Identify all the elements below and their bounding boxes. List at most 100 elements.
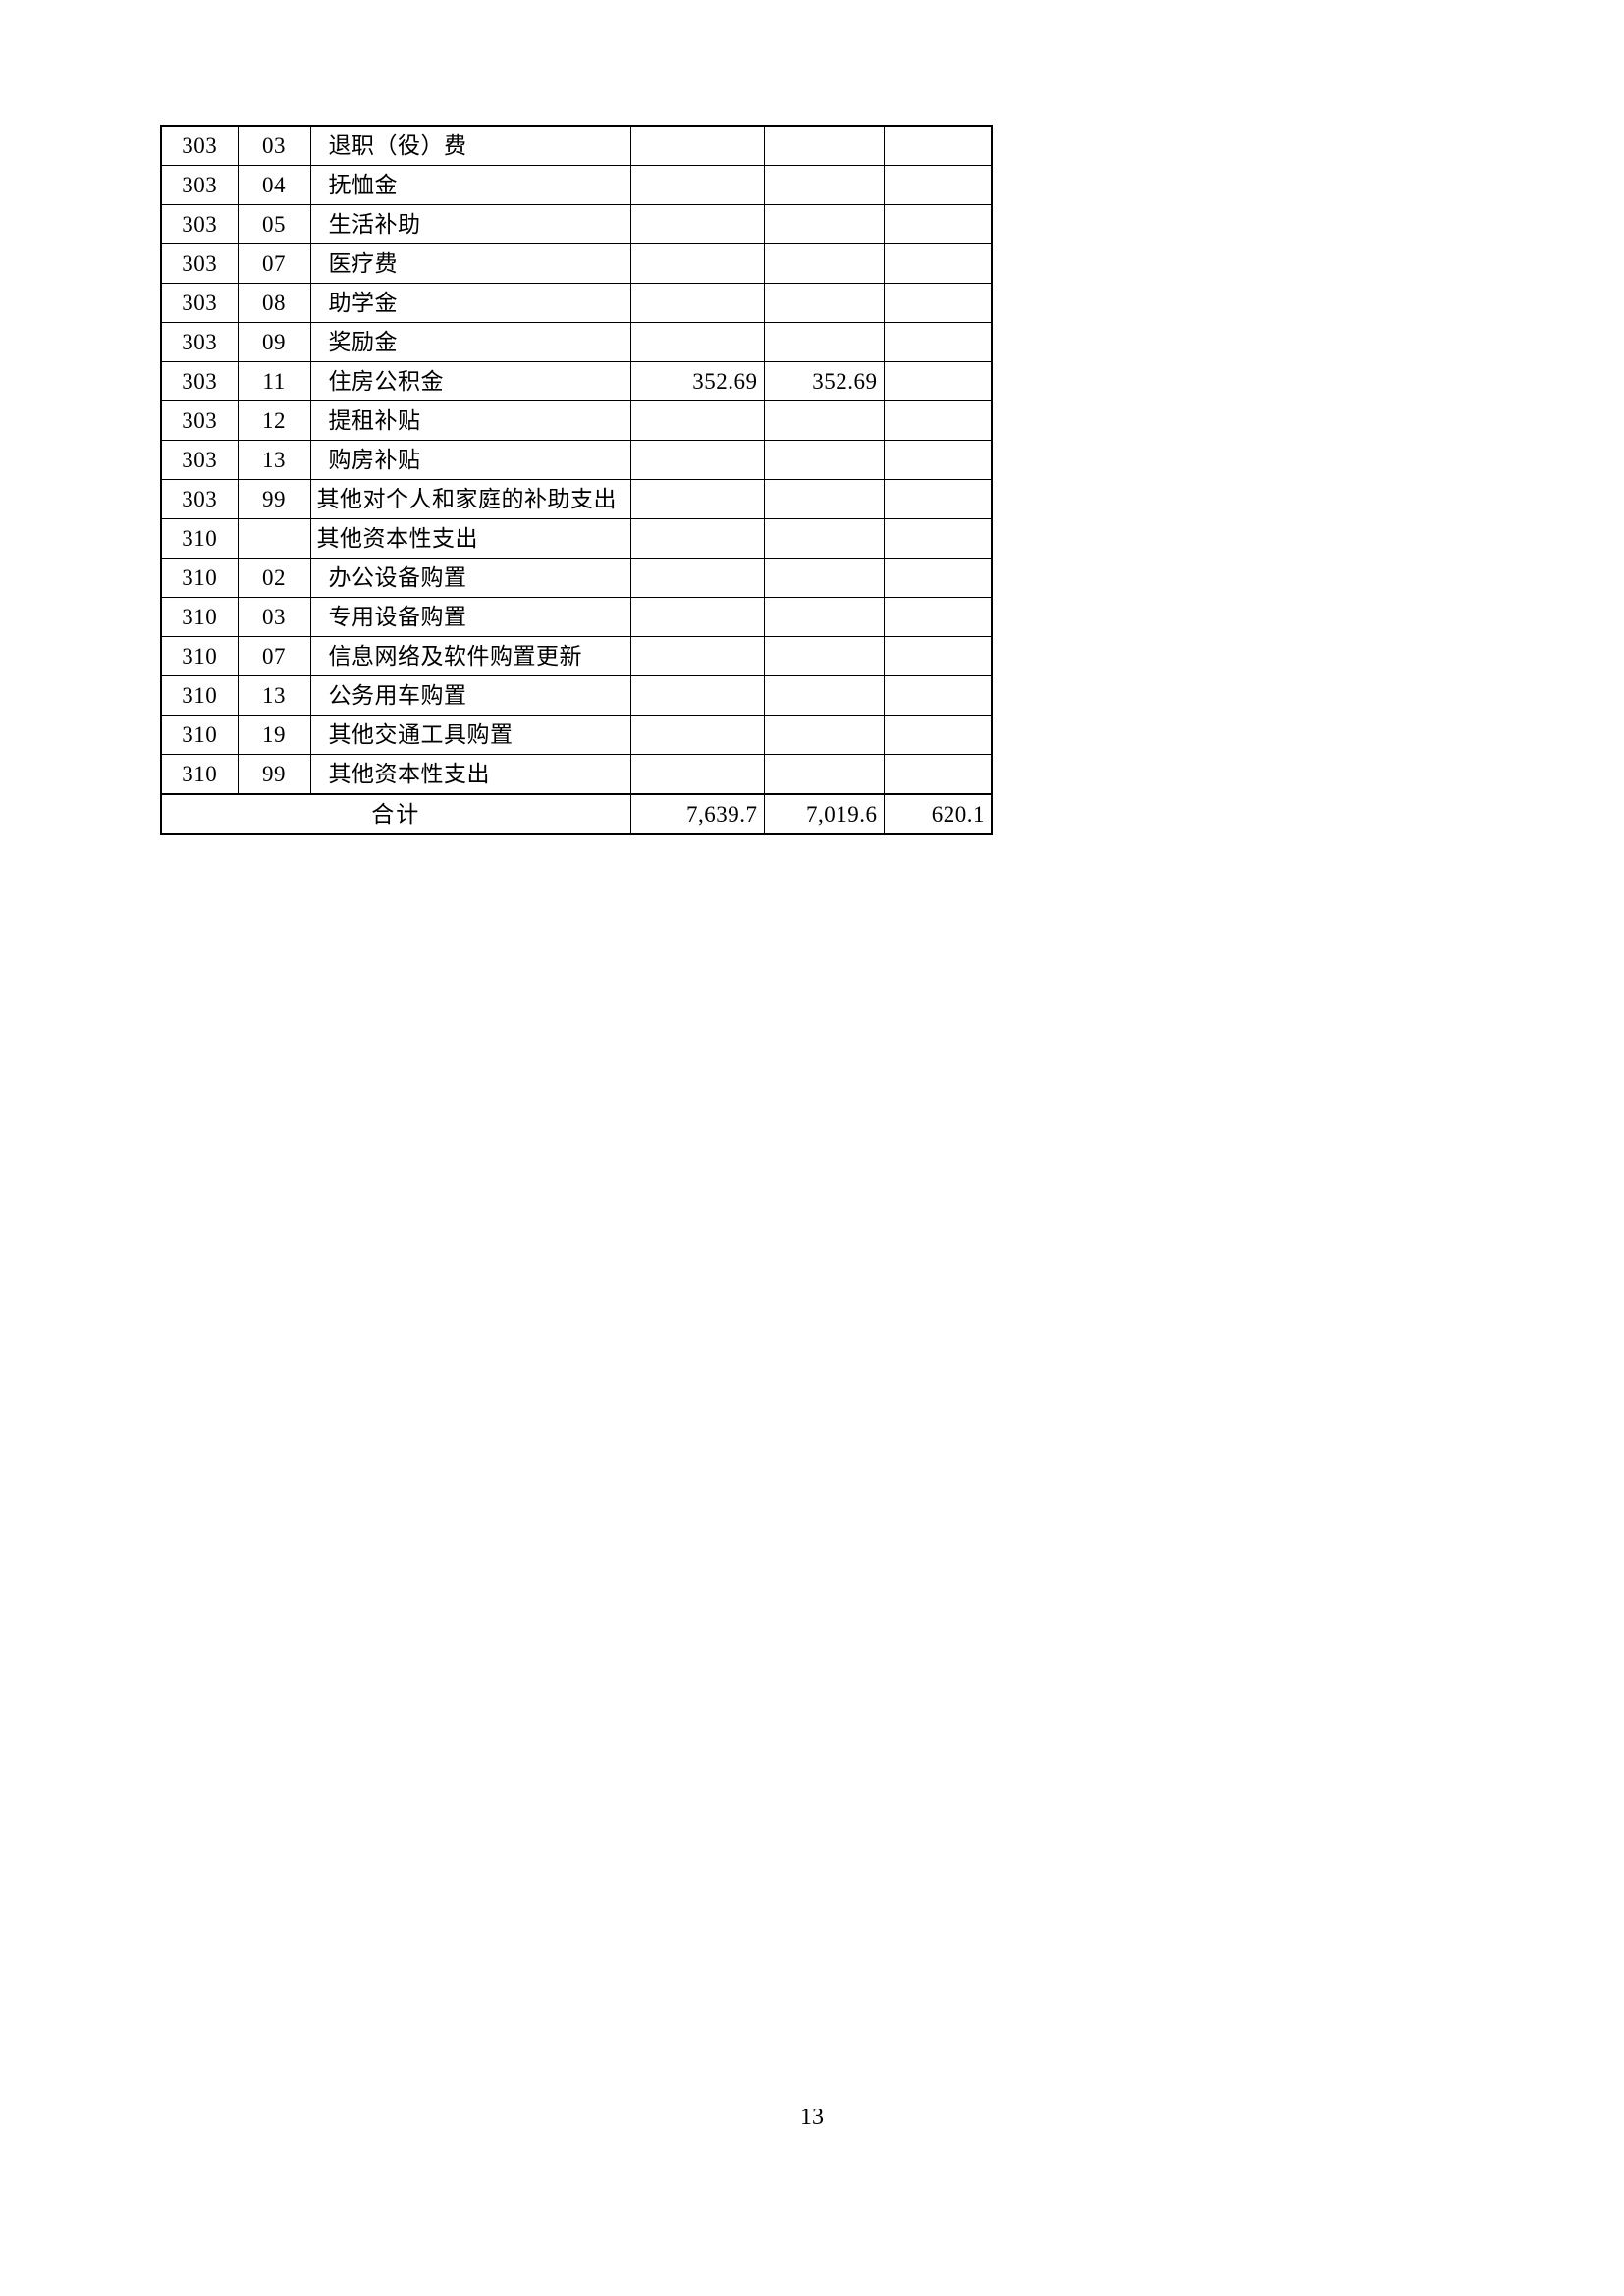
cell-code-sub: 07 <box>237 243 311 284</box>
cell-amount-total <box>629 715 765 755</box>
total-amount-total: 7,639.7 <box>629 793 765 835</box>
cell-code-sub: 19 <box>237 715 311 755</box>
cell-code-main: 310 <box>160 754 239 795</box>
cell-code-main: 310 <box>160 636 239 676</box>
cell-description: 购房补贴 <box>309 440 631 480</box>
cell-amount-col2 <box>763 322 885 362</box>
cell-code-main: 303 <box>160 361 239 401</box>
cell-amount-total <box>629 754 765 795</box>
table-row: 303 11 住房公积金 352.69 352.69 <box>160 361 993 401</box>
cell-description: 其他交通工具购置 <box>309 715 631 755</box>
cell-code-main: 310 <box>160 597 239 637</box>
cell-code-main: 310 <box>160 675 239 716</box>
cell-code-sub: 13 <box>237 440 311 480</box>
cell-amount-col2 <box>763 479 885 519</box>
table-total-row: 合计 7,639.7 7,019.6 620.1 <box>160 793 993 835</box>
table-row: 310 19 其他交通工具购置 <box>160 715 993 755</box>
cell-description: 其他资本性支出 <box>309 754 631 795</box>
table-row: 303 99 其他对个人和家庭的补助支出 <box>160 479 993 519</box>
cell-amount-col2 <box>763 243 885 284</box>
cell-code-sub: 07 <box>237 636 311 676</box>
cell-amount-total <box>629 675 765 716</box>
cell-code-main: 303 <box>160 440 239 480</box>
cell-amount-col3 <box>883 715 993 755</box>
cell-code-main: 303 <box>160 479 239 519</box>
cell-code-main: 303 <box>160 283 239 323</box>
cell-amount-col2 <box>763 558 885 598</box>
cell-description: 提租补贴 <box>309 400 631 441</box>
cell-description: 助学金 <box>309 283 631 323</box>
table-row: 303 07 医疗费 <box>160 243 993 284</box>
cell-amount-total <box>629 165 765 205</box>
cell-code-sub: 99 <box>237 754 311 795</box>
cell-code-sub: 12 <box>237 400 311 441</box>
cell-code-main: 303 <box>160 125 239 166</box>
cell-description: 奖励金 <box>309 322 631 362</box>
cell-description: 公务用车购置 <box>309 675 631 716</box>
cell-amount-total <box>629 322 765 362</box>
cell-amount-total <box>629 597 765 637</box>
cell-description: 信息网络及软件购置更新 <box>309 636 631 676</box>
table-row: 310 13 公务用车购置 <box>160 675 993 716</box>
cell-amount-col3 <box>883 322 993 362</box>
cell-code-main: 310 <box>160 715 239 755</box>
cell-amount-col2: 352.69 <box>763 361 885 401</box>
total-amount-col2: 7,019.6 <box>763 793 885 835</box>
cell-amount-col2 <box>763 204 885 244</box>
cell-amount-col3 <box>883 243 993 284</box>
cell-amount-col3 <box>883 518 993 559</box>
cell-amount-total: 352.69 <box>629 361 765 401</box>
cell-amount-col2 <box>763 440 885 480</box>
table-row: 303 08 助学金 <box>160 283 993 323</box>
cell-code-sub: 11 <box>237 361 311 401</box>
cell-amount-col3 <box>883 125 993 166</box>
cell-amount-total <box>629 518 765 559</box>
cell-amount-col2 <box>763 754 885 795</box>
cell-description: 办公设备购置 <box>309 558 631 598</box>
table-row: 303 05 生活补助 <box>160 204 993 244</box>
table-row: 303 09 奖励金 <box>160 322 993 362</box>
table-row: 310 03 专用设备购置 <box>160 597 993 637</box>
page-number: 13 <box>800 2105 824 2130</box>
table-row: 310 其他资本性支出 <box>160 518 993 559</box>
cell-description: 其他资本性支出 <box>309 518 631 559</box>
cell-description: 其他对个人和家庭的补助支出 <box>309 479 631 519</box>
cell-amount-col2 <box>763 125 885 166</box>
cell-amount-total <box>629 400 765 441</box>
cell-amount-total <box>629 283 765 323</box>
cell-description: 退职（役）费 <box>309 125 631 166</box>
cell-amount-total <box>629 243 765 284</box>
cell-code-main: 303 <box>160 165 239 205</box>
cell-amount-col2 <box>763 283 885 323</box>
cell-code-sub: 04 <box>237 165 311 205</box>
cell-description: 生活补助 <box>309 204 631 244</box>
cell-amount-col2 <box>763 715 885 755</box>
cell-code-sub: 13 <box>237 675 311 716</box>
cell-description: 医疗费 <box>309 243 631 284</box>
cell-code-main: 303 <box>160 400 239 441</box>
cell-code-sub: 02 <box>237 558 311 598</box>
cell-amount-total <box>629 125 765 166</box>
cell-code-sub: 09 <box>237 322 311 362</box>
cell-code-main: 310 <box>160 558 239 598</box>
total-amount-col3: 620.1 <box>883 793 993 835</box>
cell-amount-col3 <box>883 204 993 244</box>
cell-amount-col3 <box>883 558 993 598</box>
cell-code-sub: 08 <box>237 283 311 323</box>
cell-amount-col2 <box>763 400 885 441</box>
cell-code-sub: 99 <box>237 479 311 519</box>
cell-code-sub <box>237 518 311 559</box>
cell-amount-col3 <box>883 675 993 716</box>
cell-description: 抚恤金 <box>309 165 631 205</box>
cell-description: 专用设备购置 <box>309 597 631 637</box>
table-row: 310 07 信息网络及软件购置更新 <box>160 636 993 676</box>
cell-code-main: 303 <box>160 322 239 362</box>
table-row: 303 12 提租补贴 <box>160 400 993 441</box>
cell-amount-col2 <box>763 636 885 676</box>
table-row: 310 02 办公设备购置 <box>160 558 993 598</box>
budget-table: 303 03 退职（役）费 303 04 抚恤金 303 05 生活补助 303 07 医疗费 303 0… <box>160 125 993 835</box>
total-label: 合计 <box>160 793 631 835</box>
cell-amount-col2 <box>763 165 885 205</box>
cell-code-main: 303 <box>160 243 239 284</box>
